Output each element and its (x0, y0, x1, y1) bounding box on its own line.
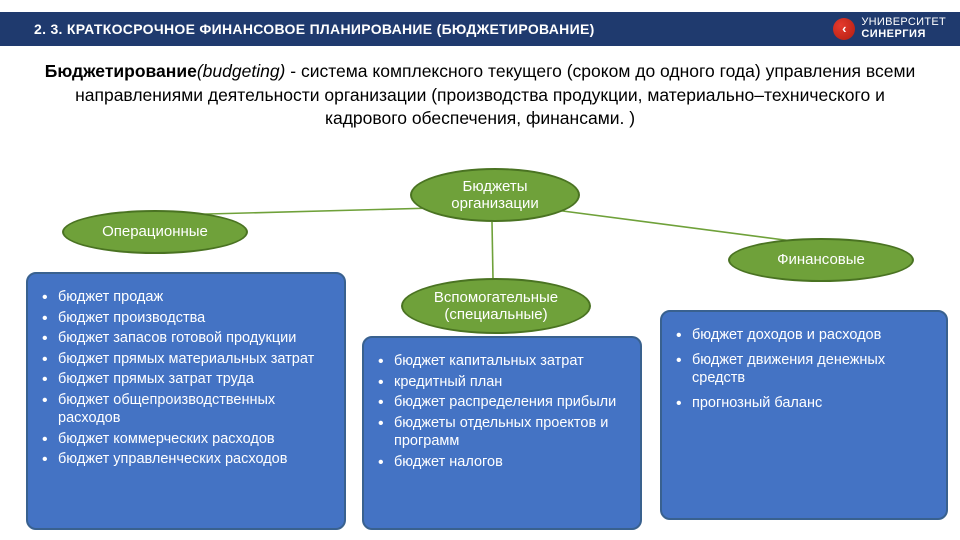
list-item: бюджет запасов готовой продукции (36, 329, 334, 348)
list-item: бюджет управленческих расходов (36, 450, 334, 469)
node-auxiliary: Вспомогательные (специальные) (401, 278, 591, 334)
list-item: бюджет производства (36, 309, 334, 328)
list-item: прогнозный баланс (670, 394, 936, 413)
list-item: бюджет налогов (372, 453, 630, 472)
list-item: бюджет общепроизводственных расходов (36, 391, 334, 428)
node-operational: Операционные (62, 210, 248, 254)
list-item: бюджет капитальных затрат (372, 352, 630, 371)
list-auxiliary: бюджет капитальных затраткредитный планб… (372, 352, 630, 471)
header-bar: 2. 3. КРАТКОСРОЧНОЕ ФИНАНСОВОЕ ПЛАНИРОВА… (0, 12, 960, 46)
brand-text: УНИВЕРСИТЕТ СИНЕРГИЯ (861, 17, 946, 40)
list-financial: бюджет доходов и расходов бюджет движения… (670, 326, 936, 412)
node-financial: Финансовые (728, 238, 914, 282)
node-fin-label: Финансовые (777, 251, 865, 268)
brand-logo-icon: ‹ (833, 18, 855, 40)
list-item: бюджет распределения прибыли (372, 393, 630, 412)
brand-bottom: СИНЕРГИЯ (861, 29, 946, 41)
node-root: Бюджеты организации (410, 168, 580, 222)
term-bold: Бюджетирование (45, 61, 197, 81)
list-item: бюджет продаж (36, 288, 334, 307)
term-italic: (budgeting) (197, 61, 286, 81)
definition-text: Бюджетирование(budgeting) - система комп… (34, 60, 926, 131)
list-item: бюджеты отдельных проектов и программ (372, 414, 630, 451)
slide: 2. 3. КРАТКОСРОЧНОЕ ФИНАНСОВОЕ ПЛАНИРОВА… (0, 0, 960, 540)
list-item: бюджет прямых материальных затрат (36, 350, 334, 369)
list-item: бюджет коммерческих расходов (36, 430, 334, 449)
list-item: бюджет движения денежных средств (670, 351, 936, 388)
node-root-label: Бюджеты организации (420, 178, 570, 213)
list-item: бюджет прямых затрат труда (36, 370, 334, 389)
panel-auxiliary: бюджет капитальных затраткредитный планб… (362, 336, 642, 530)
brand-glyph: ‹ (842, 22, 846, 36)
slide-title: 2. 3. КРАТКОСРОЧНОЕ ФИНАНСОВОЕ ПЛАНИРОВА… (34, 21, 595, 37)
node-aux-label: Вспомогательные (специальные) (411, 289, 581, 324)
panel-financial: бюджет доходов и расходов бюджет движения… (660, 310, 948, 520)
list-item: бюджет доходов и расходов (670, 326, 936, 345)
edge-root-fin (555, 210, 800, 242)
edge-root-aux (492, 222, 493, 279)
panel-operational: бюджет продаж бюджет производствабюджет з… (26, 272, 346, 530)
list-operational: бюджет продаж бюджет производствабюджет з… (36, 288, 334, 469)
list-item: кредитный план (372, 373, 630, 392)
node-op-label: Операционные (102, 223, 208, 240)
brand-block: ‹ УНИВЕРСИТЕТ СИНЕРГИЯ (833, 12, 946, 46)
